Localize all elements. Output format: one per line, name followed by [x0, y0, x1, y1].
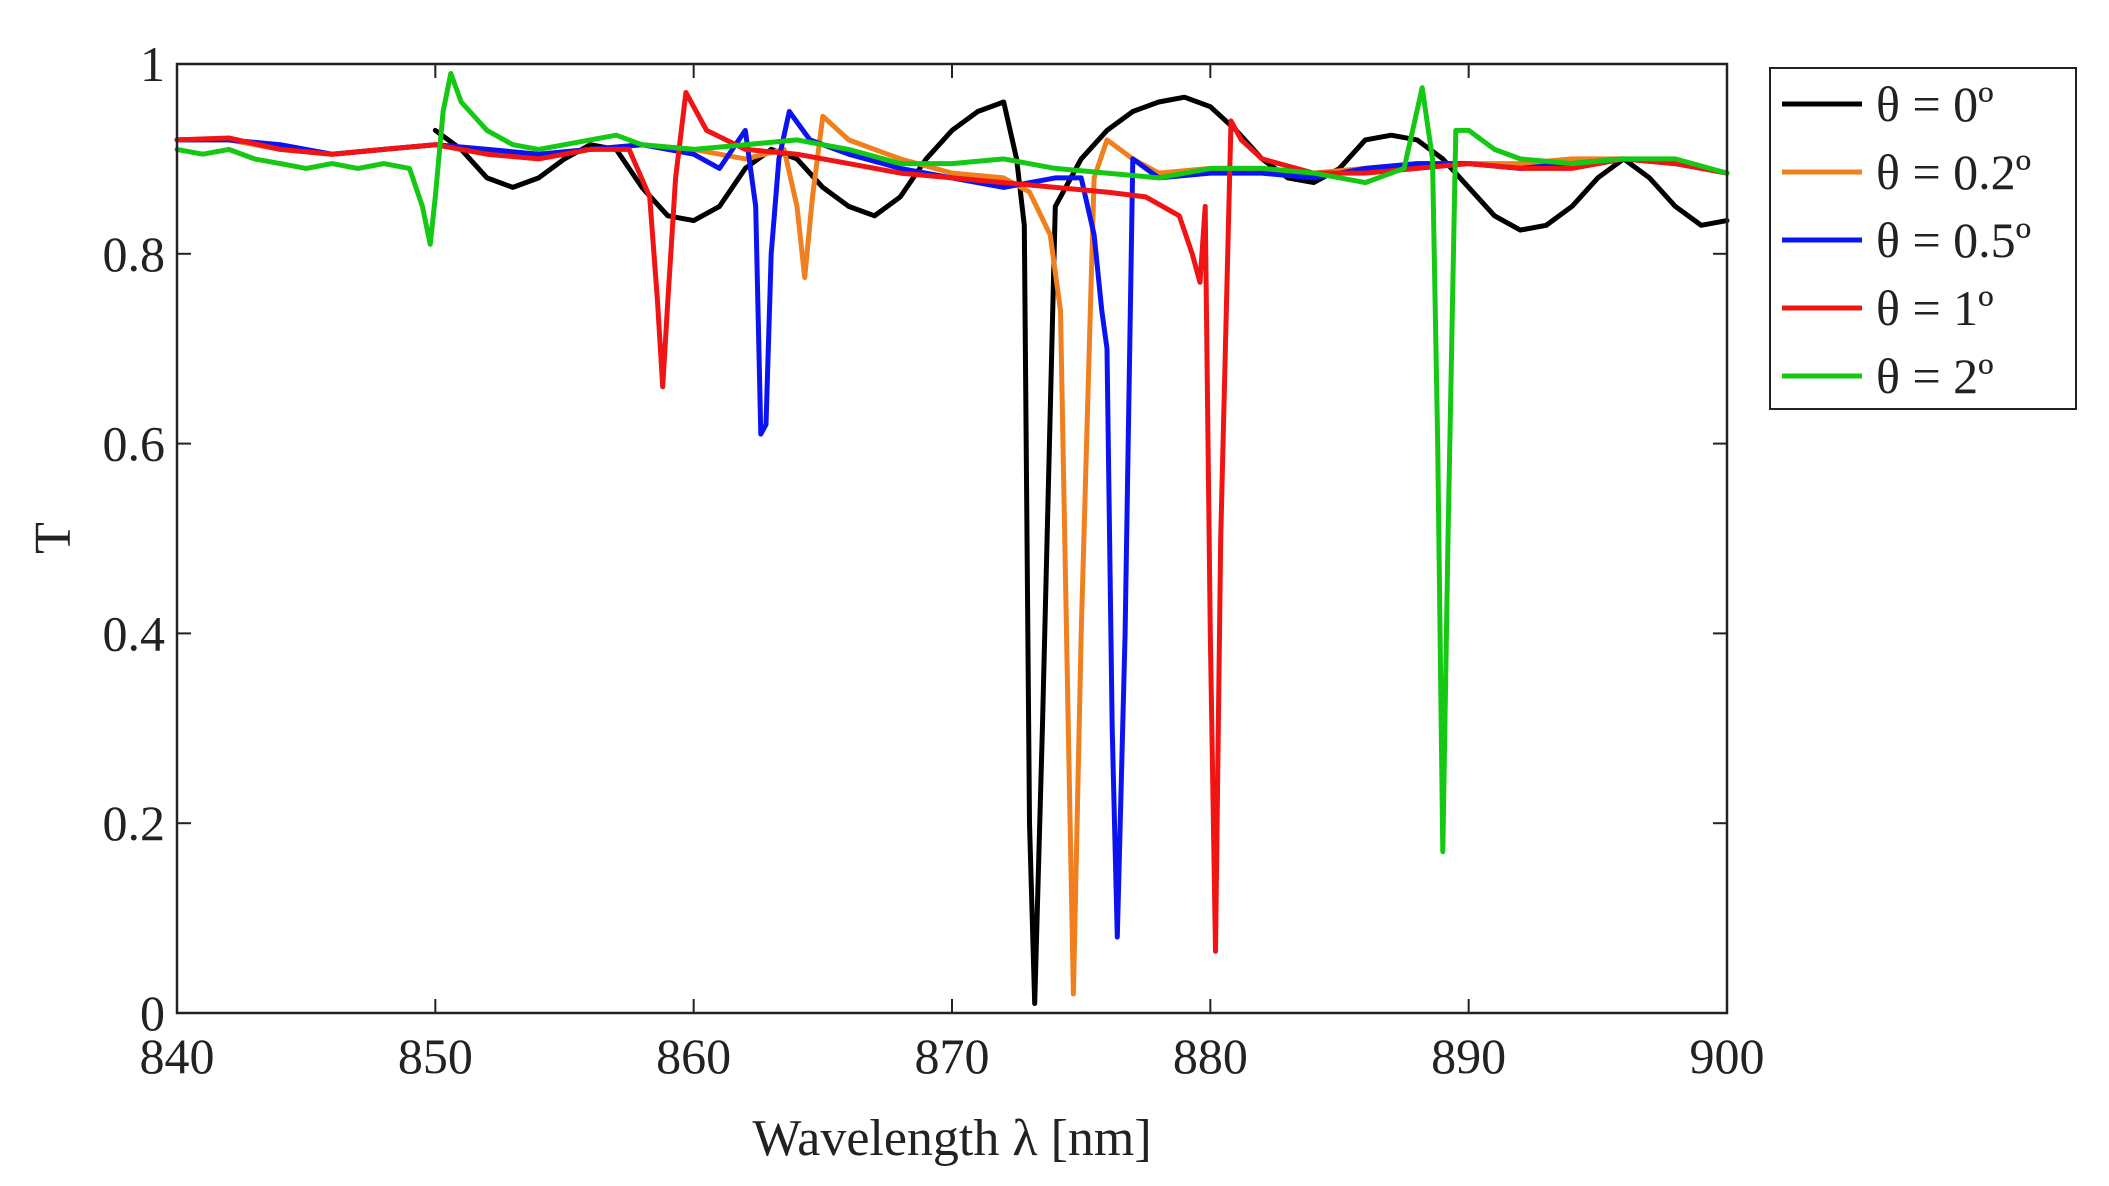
legend-label: θ = 0.5º — [1876, 212, 2031, 268]
x-tick-label: 870 — [915, 1028, 990, 1084]
plot-area — [177, 64, 1727, 1013]
x-tick-label: 850 — [398, 1028, 473, 1084]
series-line-3 — [174, 90, 1730, 954]
legend-entries: θ = 0º θ = 0.2º θ = 0.5º θ = 1º θ = 2º — [1782, 76, 2031, 404]
y-tick-label: 0.6 — [103, 416, 166, 472]
legend-label: θ = 2º — [1876, 348, 1994, 404]
legend-label: θ = 0º — [1876, 76, 1994, 132]
y-axis-label: T — [25, 522, 82, 554]
y-tick-label: 0.4 — [103, 605, 166, 661]
y-tick-label: 1 — [140, 36, 165, 92]
legend-label: θ = 0.2º — [1876, 144, 2031, 200]
y-axis-ticks: 0 0.2 0.4 0.6 0.8 1 — [103, 36, 1727, 1041]
legend-label: θ = 1º — [1876, 280, 1994, 336]
x-axis-ticks: 840 850 860 870 880 890 900 — [140, 64, 1765, 1084]
series-group — [174, 71, 1730, 1006]
y-tick-label: 0.2 — [103, 795, 166, 851]
legend: θ = 0º θ = 0.2º θ = 0.5º θ = 1º θ = 2º — [1769, 67, 2077, 410]
x-axis-label: Wavelength λ [nm] — [752, 1110, 1151, 1167]
x-tick-label: 900 — [1690, 1028, 1765, 1084]
series-line-0 — [432, 94, 1730, 1006]
y-tick-label: 0.8 — [103, 226, 166, 282]
x-tick-label: 890 — [1431, 1028, 1506, 1084]
x-tick-label: 860 — [656, 1028, 731, 1084]
y-tick-label: 0 — [140, 985, 165, 1041]
series-line-4 — [174, 71, 1730, 855]
x-tick-label: 880 — [1173, 1028, 1248, 1084]
x-tick-label: 840 — [140, 1028, 215, 1084]
